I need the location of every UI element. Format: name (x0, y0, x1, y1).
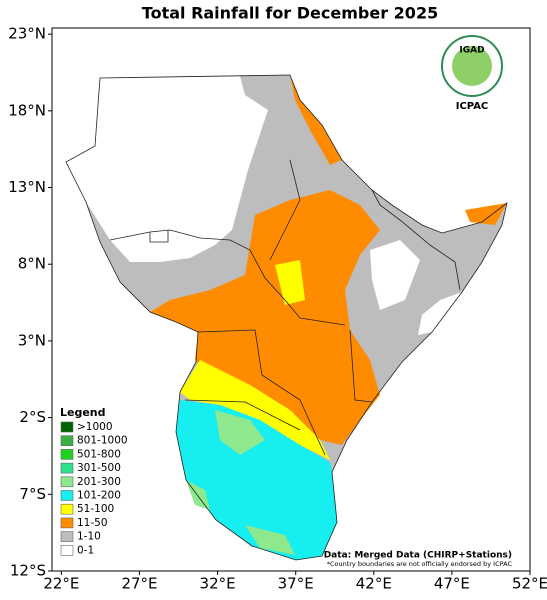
legend-title: Legend (60, 406, 106, 419)
y-tick-label: 8°N (18, 255, 46, 273)
boundary (269, 159, 301, 261)
legend-swatch (60, 476, 74, 488)
legend-swatch (60, 503, 74, 515)
boundary (149, 230, 169, 243)
region-51-100 (275, 260, 305, 305)
map-title: Total Rainfall for December 2025 (142, 4, 438, 23)
legend-label: 501-800 (77, 448, 121, 460)
x-tick-label: 47°E (434, 575, 470, 593)
region-11-50 (150, 190, 380, 445)
region-dry (418, 292, 462, 335)
boundary (65, 74, 508, 561)
x-tick-label: 37°E (278, 575, 314, 593)
legend-label: 1-10 (77, 531, 101, 543)
legend-swatch (60, 490, 74, 501)
legend-swatch (60, 544, 74, 556)
legend-swatch (60, 517, 74, 529)
y-tick-label: 18°N (8, 101, 46, 119)
x-tick-label: 32°E (200, 575, 236, 593)
country-boundaries (65, 74, 508, 561)
boundary (349, 329, 373, 403)
legend-label: 51-100 (77, 503, 114, 515)
boundary (184, 399, 301, 431)
y-tick-label: 13°N (8, 178, 46, 196)
region-201-300 (215, 410, 265, 455)
legend-label: >1000 (77, 421, 113, 433)
y-tick-label: 3°N (18, 331, 46, 349)
legend-label: 101-200 (77, 490, 121, 502)
legend-label: 201-300 (77, 476, 121, 488)
legend-label: 11-50 (77, 517, 108, 529)
region-11-50 (465, 203, 507, 225)
x-tick-label: 27°E (121, 575, 157, 593)
y-tick-label: 12°S (10, 562, 46, 580)
y-tick-label: 2°S (19, 408, 46, 426)
legend-label: 0-1 (77, 544, 94, 556)
region-dry (370, 240, 420, 310)
boundary (371, 189, 461, 291)
disclaimer: *Country boundaries are not officially e… (327, 560, 513, 568)
logo-globe (452, 46, 492, 86)
logo: IGAD ICPAC (441, 35, 503, 112)
rainfall-map (66, 75, 507, 560)
region-11-50 (290, 75, 342, 165)
y-tick-label: 23°N (8, 25, 46, 43)
legend-swatch (60, 531, 74, 542)
legend-label: 801-1000 (77, 435, 128, 447)
legend-swatch (60, 449, 74, 460)
x-tick-label: 52°E (512, 575, 547, 593)
legend-label: 301-500 (77, 462, 121, 474)
boundary (197, 329, 326, 456)
region-201-300 (245, 525, 295, 555)
legend-swatch (60, 421, 74, 433)
region-dry (66, 76, 268, 262)
legend-swatch (60, 435, 74, 447)
y-tick-label: 7°S (19, 485, 46, 503)
region-51-100 (180, 360, 330, 460)
x-tick-label: 42°E (356, 575, 392, 593)
legend-swatch (60, 462, 74, 474)
logo-text: ICPAC (456, 101, 489, 112)
boundary (109, 229, 346, 326)
logo-text: IGAD (459, 46, 484, 56)
x-tick-label: 22°E (43, 575, 79, 593)
data-source: Data: Merged Data (CHIRP+Stations) (324, 551, 512, 561)
